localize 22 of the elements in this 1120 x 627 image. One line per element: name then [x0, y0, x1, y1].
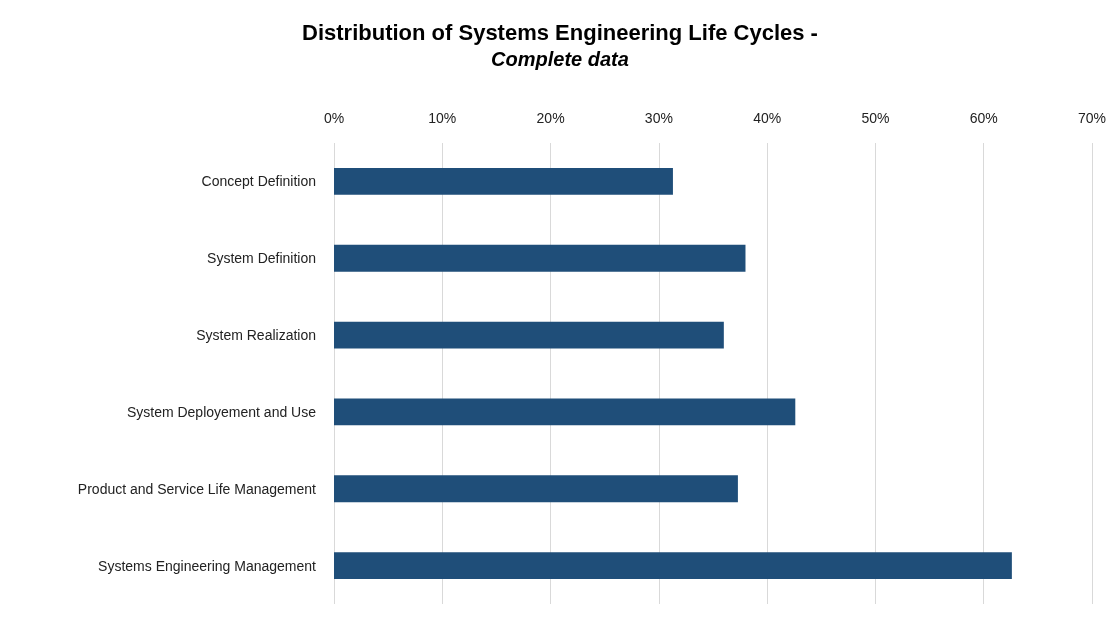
y-tick-label: System Deployement and Use	[126, 403, 317, 420]
bar	[334, 244, 746, 272]
chart-subtitle: Complete data	[491, 48, 629, 70]
x-tick-label: 20%	[536, 110, 565, 126]
y-tick-label: Systems Engineering Management	[98, 557, 317, 574]
x-tick-label: 50%	[861, 110, 890, 126]
bar	[334, 552, 1012, 580]
bar	[334, 475, 738, 503]
chart-title: Distribution of Systems Engineering Life Cycles -	[302, 19, 818, 45]
y-tick-label: Product and Service Life Management	[77, 480, 317, 497]
bar	[334, 167, 673, 195]
y-tick-label: Concept Definition	[201, 173, 316, 190]
x-tick-label: 0%	[323, 110, 345, 126]
x-tick-label: 40%	[753, 110, 782, 126]
x-tick-label: 60%	[969, 110, 998, 126]
x-tick-label: 70%	[1077, 110, 1107, 126]
y-tick-label: System Definition	[207, 250, 316, 267]
y-tick-label: System Realization	[196, 327, 316, 344]
x-tick-label: 30%	[644, 110, 673, 126]
bar	[334, 321, 724, 349]
bar	[334, 398, 796, 426]
x-tick-label: 10%	[428, 110, 457, 126]
